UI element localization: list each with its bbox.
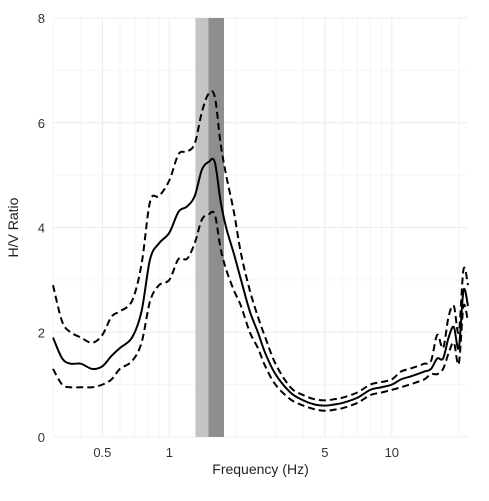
peak-band-2 — [208, 18, 224, 437]
series-line-dashed-2 — [52, 210, 469, 412]
y-tick-label: 6 — [38, 116, 45, 131]
y-axis-ticks: 0 2 4 6 8 — [38, 11, 45, 445]
x-tick-label: 10 — [385, 445, 399, 460]
series-line-solid — [52, 157, 469, 407]
series — [52, 90, 469, 412]
x-axis-ticks: 0.5 1 5 10 — [93, 445, 399, 460]
y-tick-label: 8 — [38, 11, 45, 26]
series-line-dashed-1 — [52, 90, 469, 402]
y-tick-label: 2 — [38, 325, 45, 340]
grid — [52, 17, 468, 438]
y-tick-label: 0 — [38, 430, 45, 445]
x-tick-label: 0.5 — [93, 445, 111, 460]
y-axis-title: H/V Ratio — [5, 197, 21, 257]
x-tick-label: 5 — [321, 445, 328, 460]
x-axis-title: Frequency (Hz) — [212, 461, 308, 477]
y-tick-label: 4 — [38, 221, 45, 236]
x-tick-label: 1 — [166, 445, 173, 460]
